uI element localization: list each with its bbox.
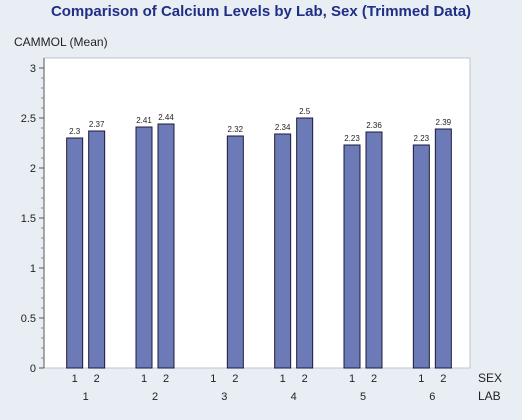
x-tick-label-sex: 1 <box>418 373 424 385</box>
x-tick-label-lab: 5 <box>360 391 366 403</box>
x-tick-label-lab: 3 <box>221 391 227 403</box>
bar-value-label: 2.5 <box>299 107 311 116</box>
x-tick-label-sex: 1 <box>349 373 355 385</box>
bar <box>66 137 84 369</box>
bar-value-label: 2.36 <box>366 121 382 130</box>
x-tick-label-sex: 2 <box>440 373 446 385</box>
y-axis-label: CAMMOL (Mean) <box>14 35 108 49</box>
chart-title: Comparison of Calcium Levels by Lab, Sex… <box>50 3 472 20</box>
bar-value-label: 2.44 <box>158 113 174 122</box>
x-axis-label-lab: LAB <box>478 389 501 403</box>
x-tick-label-sex: 1 <box>280 373 286 385</box>
x-tick-label-lab: 4 <box>291 391 297 403</box>
bar-value-label: 2.23 <box>344 134 360 143</box>
x-tick-label-sex: 2 <box>232 373 238 385</box>
bar-value-label: 2.37 <box>89 120 105 129</box>
y-tick-label: 2 <box>30 163 36 175</box>
bar <box>434 128 452 369</box>
x-tick-label-lab: 1 <box>83 391 89 403</box>
x-tick-label-sex: 2 <box>94 373 100 385</box>
x-tick-label-sex: 2 <box>163 373 169 385</box>
bar-value-label: 2.32 <box>228 125 244 134</box>
bar <box>343 144 361 369</box>
bar-value-label: 2.34 <box>275 123 291 132</box>
x-tick-label-lab: 2 <box>152 391 158 403</box>
bar <box>88 130 106 369</box>
y-tick-label: 2.5 <box>21 113 36 125</box>
bar <box>226 135 244 369</box>
plot-area <box>43 57 471 369</box>
bar-value-label: 2.23 <box>414 134 430 143</box>
bar <box>296 117 314 369</box>
y-tick-label: 0.5 <box>21 313 36 325</box>
y-tick-label: 3 <box>30 63 36 75</box>
x-tick-label-sex: 1 <box>141 373 147 385</box>
x-tick-label-sex: 2 <box>302 373 308 385</box>
bar-value-label: 2.41 <box>136 116 152 125</box>
bar-value-label: 2.3 <box>69 127 81 136</box>
bar <box>135 126 153 369</box>
bar <box>274 133 292 369</box>
y-tick-label: 1.5 <box>21 213 36 225</box>
bar-value-label: 2.39 <box>436 118 452 127</box>
bar <box>412 144 430 369</box>
bar <box>157 123 175 369</box>
y-tick-label: 1 <box>30 263 36 275</box>
x-tick-label-lab: 6 <box>429 391 435 403</box>
y-tick-label: 0 <box>30 363 36 375</box>
x-tick-label-sex: 2 <box>371 373 377 385</box>
x-tick-label-sex: 1 <box>210 373 216 385</box>
x-tick-label-sex: 1 <box>72 373 78 385</box>
x-axis-label-sex: SEX <box>478 371 502 385</box>
bar <box>365 131 383 369</box>
